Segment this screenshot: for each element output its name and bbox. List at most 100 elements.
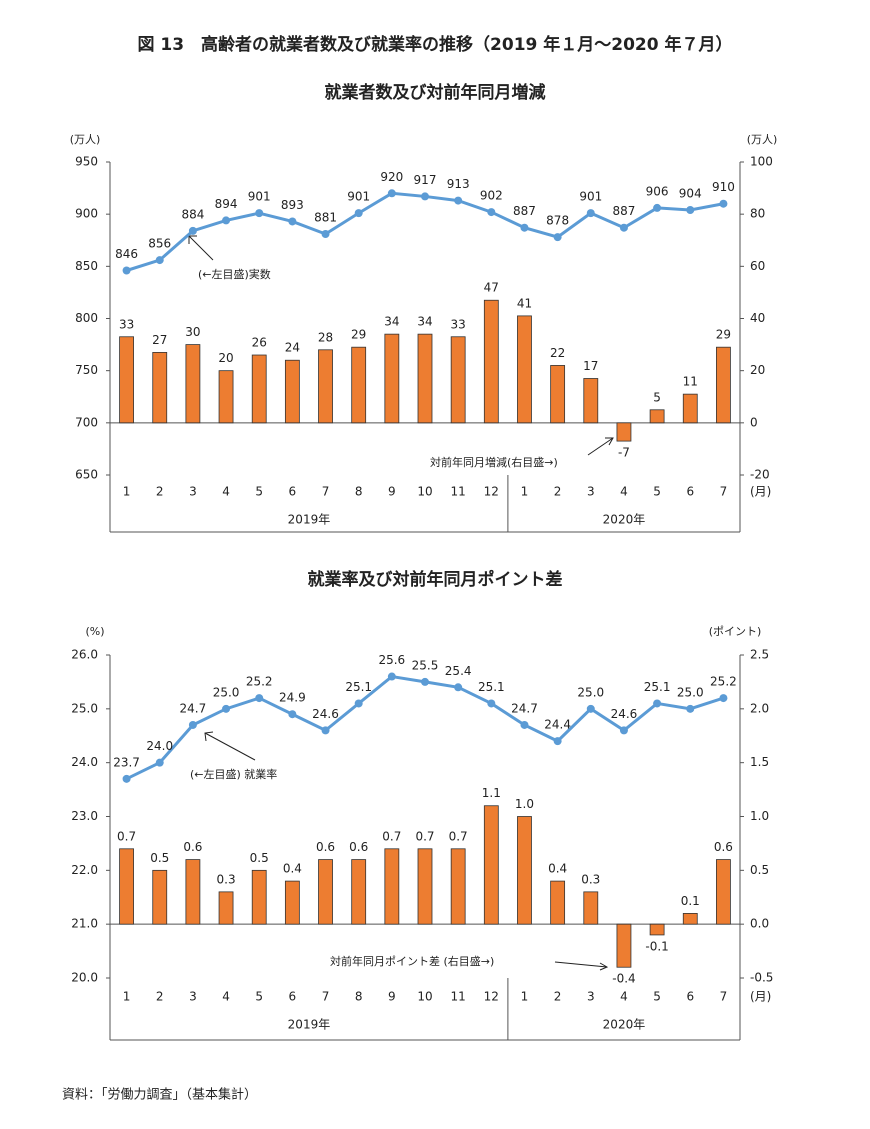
line-point: [387, 189, 396, 198]
x-tick-label: 6: [686, 485, 694, 499]
line-value-label: 910: [712, 180, 735, 194]
line-point: [354, 699, 363, 708]
line-point: [487, 208, 496, 217]
bar: [483, 299, 499, 424]
bar: [649, 409, 665, 424]
y2-tick-label: 0.5: [750, 863, 769, 877]
bar: [318, 349, 333, 424]
line-point: [653, 699, 662, 708]
bar-value-label: 0.7: [117, 829, 136, 843]
line-value-label: 902: [480, 189, 503, 203]
line-value-label: 25.2: [710, 675, 737, 689]
y-tick-label: 700: [75, 415, 98, 429]
group-label: 2020年: [603, 1018, 646, 1032]
bar-value-label: 0.4: [548, 862, 567, 876]
bar-value-label: 29: [351, 328, 366, 342]
bar: [583, 378, 599, 424]
line-point: [421, 192, 429, 201]
line-value-label: 856: [148, 237, 171, 251]
bar: [251, 354, 267, 424]
bar: [483, 805, 499, 925]
y-tick-label: 650: [75, 468, 98, 482]
x-tick-label: 2: [156, 485, 164, 499]
y2-tick-label: 2.5: [750, 648, 769, 662]
x-tick-label: 6: [686, 990, 694, 1004]
line-value-label: 887: [612, 204, 635, 218]
line-point: [255, 694, 264, 703]
line-point: [586, 704, 595, 713]
line-point: [354, 209, 363, 218]
bar: [284, 880, 300, 925]
bar: [616, 923, 632, 968]
bar: [649, 923, 665, 936]
line-point: [288, 217, 297, 226]
y2-tick-label: -0.5: [750, 971, 773, 985]
line-value-label: 25.0: [677, 685, 704, 699]
bar: [384, 848, 400, 925]
x-axis-unit: (月): [750, 485, 771, 499]
x-tick-label: 5: [255, 990, 263, 1004]
line-value-label: 878: [546, 214, 569, 228]
y2-tick-label: 100: [750, 155, 773, 169]
line-point: [553, 233, 562, 242]
line-value-label: 920: [380, 170, 403, 184]
line-value-label: 846: [115, 247, 138, 261]
line-point: [686, 205, 695, 214]
x-tick-label: 4: [222, 485, 230, 499]
bar-value-label: 0.6: [349, 840, 368, 854]
page-title: 図 13 高齢者の就業者数及び就業率の推移（2019 年１月～2020 年７月）: [137, 34, 732, 55]
bar-value-label: 0.1: [681, 894, 700, 908]
line-value-label: 24.0: [146, 739, 173, 753]
line-point: [122, 266, 131, 275]
x-tick-label: 3: [587, 990, 595, 1004]
y-tick-label: 25.0: [71, 701, 98, 715]
y-tick-label: 800: [75, 311, 98, 325]
annotation: 対前年同月ポイント差 (右目盛→): [330, 954, 494, 968]
line-value-label: 25.1: [345, 680, 372, 694]
bar: [351, 859, 367, 925]
bar: [682, 913, 698, 925]
x-tick-label: 7: [322, 485, 330, 499]
line-value-label: 917: [414, 173, 437, 187]
annotation: 対前年同月増減(右目盛→): [430, 455, 558, 469]
line-value-label: 893: [281, 198, 304, 212]
x-tick-label: 11: [451, 990, 466, 1004]
x-tick-label: 9: [388, 990, 396, 1004]
line-point: [619, 726, 628, 735]
bar-value-label: 1.0: [515, 797, 534, 811]
bar: [384, 333, 400, 424]
line-point: [719, 199, 728, 208]
bar: [517, 816, 532, 925]
bar: [716, 859, 731, 925]
bar-value-label: 33: [119, 317, 134, 331]
bar-value-label: 28: [318, 330, 333, 344]
bar: [185, 859, 201, 925]
line-point: [288, 710, 297, 719]
bar: [152, 869, 168, 925]
line-point: [487, 699, 496, 708]
y-tick-label: 900: [75, 207, 98, 221]
bar: [119, 336, 134, 424]
x-tick-label: 2: [554, 990, 562, 1004]
bar: [152, 352, 168, 424]
bar: [417, 333, 433, 424]
bar-value-label: 34: [384, 315, 399, 329]
x-tick-label: 8: [355, 990, 363, 1004]
bar-value-label: 0.5: [150, 851, 169, 865]
line-point: [222, 216, 231, 225]
line-point: [421, 677, 429, 686]
x-tick-label: 12: [484, 990, 499, 1004]
x-tick-label: 10: [417, 990, 432, 1004]
x-tick-label: 3: [189, 990, 197, 1004]
source-note: 資料：「労働力調査」（基本集計）: [62, 1087, 257, 1103]
chart-title: 就業者数及び対前年同月増減: [325, 82, 546, 103]
bar-value-label: 27: [152, 333, 167, 347]
bar: [185, 344, 201, 424]
line-value-label: 904: [679, 186, 702, 200]
line-value-label: 894: [215, 197, 238, 211]
bar: [450, 848, 466, 925]
line-value-label: 24.9: [279, 691, 306, 705]
bar-value-label: 1.1: [482, 786, 501, 800]
x-tick-label: 9: [388, 485, 396, 499]
